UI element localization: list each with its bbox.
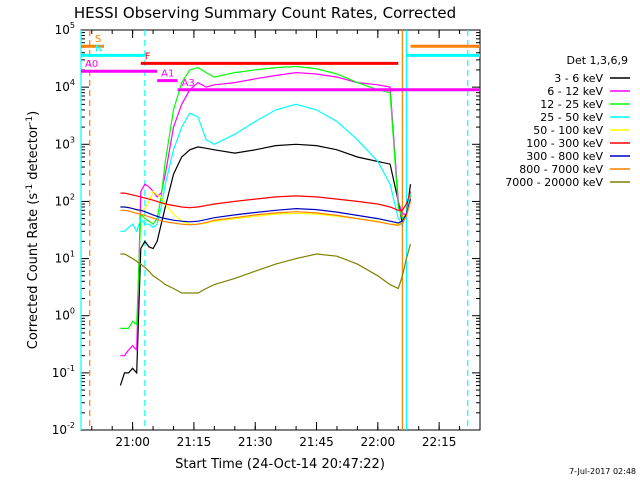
y-tick-label: 105 <box>55 21 75 37</box>
series-line <box>120 201 412 227</box>
x-axis-ticks: 21:00 21:15 21:30 21:45 22:00 22:15 <box>91 30 481 449</box>
series-line <box>120 198 412 224</box>
y-tick-label: 103 <box>55 135 75 151</box>
footer-timestamp: 7-Jul-2017 02:48 <box>569 467 636 476</box>
legend-label: 3 - 6 keV <box>554 72 603 85</box>
series-line <box>120 191 412 211</box>
x-axis-label: Start Time (24-Oct-14 20:47:22) <box>175 457 385 472</box>
series-lines <box>119 65 412 386</box>
y-tick-label: 104 <box>55 78 75 94</box>
x-tick-label: 22:00 <box>361 435 396 449</box>
legend-label: 100 - 300 keV <box>526 137 603 150</box>
x-tick-label: 21:15 <box>177 435 212 449</box>
x-tick-label: 21:30 <box>238 435 273 449</box>
y-tick-label: 102 <box>55 192 75 208</box>
x-tick-label: 21:00 <box>115 435 150 449</box>
legend-label: 12 - 25 keV <box>540 98 603 111</box>
legend-title: Det 1,3,6,9 <box>566 54 628 67</box>
vertical-markers <box>80 30 469 430</box>
legend-label: 7000 - 20000 keV <box>505 176 603 189</box>
series-line <box>120 243 412 294</box>
y-tick-label: 100 <box>55 307 75 323</box>
y-axis-label: Corrected Count Rate (s-1 detector-1) <box>25 111 41 349</box>
x-tick-label: 22:15 <box>422 435 457 449</box>
legend-label: 25 - 50 keV <box>540 111 603 124</box>
legend-label: 50 - 100 keV <box>533 124 603 137</box>
series-line <box>120 103 412 233</box>
x-tick-label: 21:45 <box>299 435 334 449</box>
flag-label: A3 <box>182 78 195 89</box>
y-axis-ticks: 10-2 10-1 100 101 102 103 104 105 <box>52 21 480 437</box>
chart-title: HESSI Observing Summary Count Rates, Cor… <box>74 4 456 22</box>
flag-label: F <box>145 51 151 62</box>
flag-label: A0 <box>85 59 98 70</box>
flag-label: N <box>95 43 102 54</box>
flag-label: A1 <box>161 69 174 80</box>
legend-label: 6 - 12 keV <box>547 85 603 98</box>
y-tick-label: 101 <box>55 250 75 266</box>
flag-bars: SN F A0 A1 A3 <box>81 34 480 92</box>
flag-label: S <box>95 34 101 45</box>
series-line <box>120 71 412 357</box>
legend-label: 800 - 7000 keV <box>519 163 603 176</box>
y-tick-label: 10-2 <box>52 421 75 437</box>
series-line <box>120 190 412 225</box>
legend-label: 300 - 800 keV <box>526 150 603 163</box>
y-tick-label: 10-1 <box>52 364 75 380</box>
